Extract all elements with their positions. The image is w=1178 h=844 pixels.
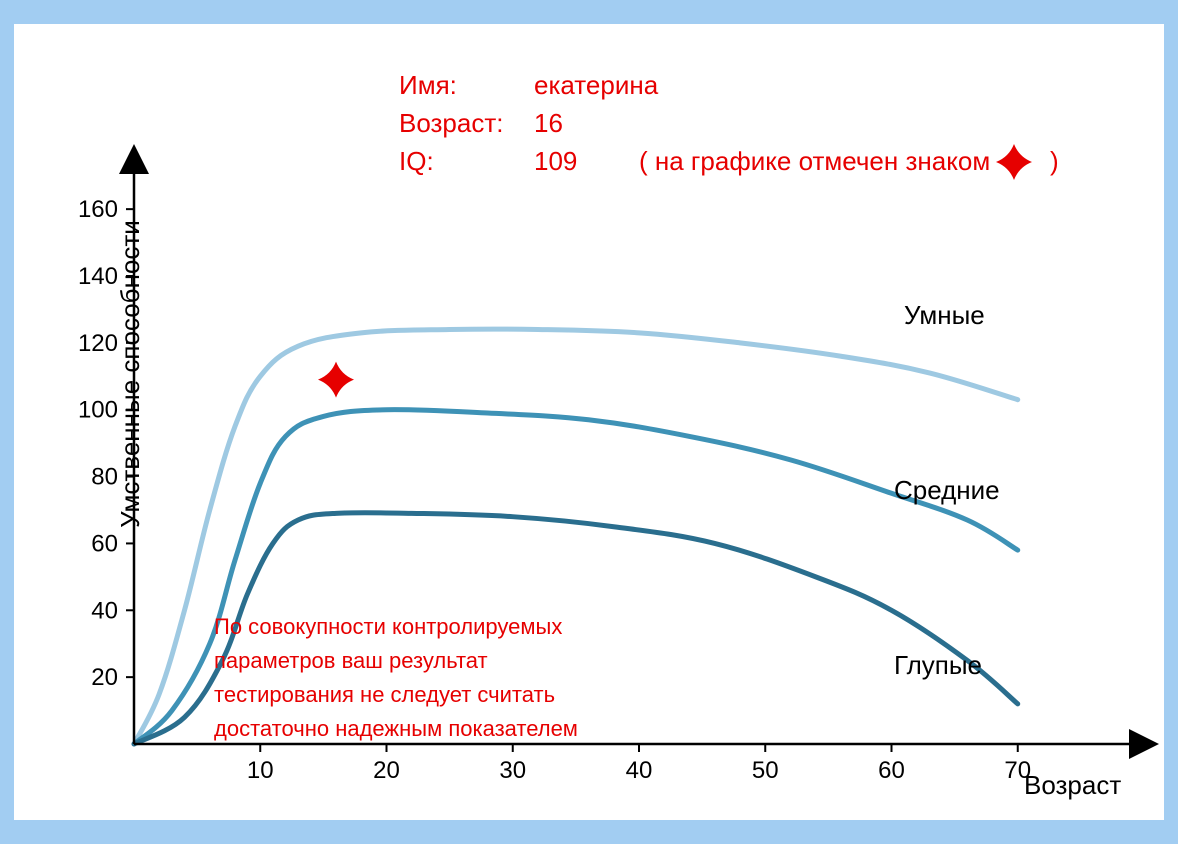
user-marker-star-icon	[318, 362, 354, 398]
y-tick-label: 100	[78, 397, 118, 424]
series-label-dull: Глупые	[894, 650, 982, 680]
header-label: Имя:	[399, 70, 457, 100]
y-tick-label: 40	[91, 597, 118, 624]
header-value: 109	[534, 146, 577, 176]
y-tick-label: 120	[78, 330, 118, 357]
header-note-pre: ( на графике отмечен знаком	[639, 146, 990, 176]
iq-age-chart: УмныеСредниеГлупые1020304050607020406080…	[14, 24, 1164, 820]
x-tick-label: 60	[878, 757, 905, 784]
header-value: екатерина	[534, 70, 659, 100]
y-tick-label: 60	[91, 530, 118, 557]
x-axis-label: Возраст	[1024, 770, 1121, 800]
legend-star-icon	[996, 144, 1032, 180]
x-tick-label: 50	[752, 757, 779, 784]
y-axis-label: Умственные способности	[115, 220, 145, 528]
y-tick-label: 160	[78, 196, 118, 223]
header-label: Возраст:	[399, 108, 503, 138]
series-label-smart: Умные	[904, 300, 985, 330]
x-tick-label: 10	[247, 757, 274, 784]
series-label-average: Средние	[894, 475, 1000, 505]
x-tick-label: 40	[626, 757, 653, 784]
x-tick-label: 30	[499, 757, 526, 784]
disclaimer-line: достаточно надежным показателем	[214, 716, 578, 741]
disclaimer-line: По совокупности контролируемых	[214, 614, 562, 639]
chart-panel: УмныеСредниеГлупые1020304050607020406080…	[14, 24, 1164, 820]
header-note-post: )	[1050, 146, 1059, 176]
header-label: IQ:	[399, 146, 434, 176]
series-group: Умные Средние Глупые	[134, 300, 1018, 744]
header-value: 16	[534, 108, 563, 138]
x-tick-label: 20	[373, 757, 400, 784]
disclaimer-line: тестирования не следует считать	[214, 682, 555, 707]
y-tick-label: 140	[78, 263, 118, 290]
disclaimer-line: параметров ваш результат	[214, 648, 488, 673]
y-tick-label: 20	[91, 664, 118, 691]
y-tick-label: 80	[91, 464, 118, 491]
